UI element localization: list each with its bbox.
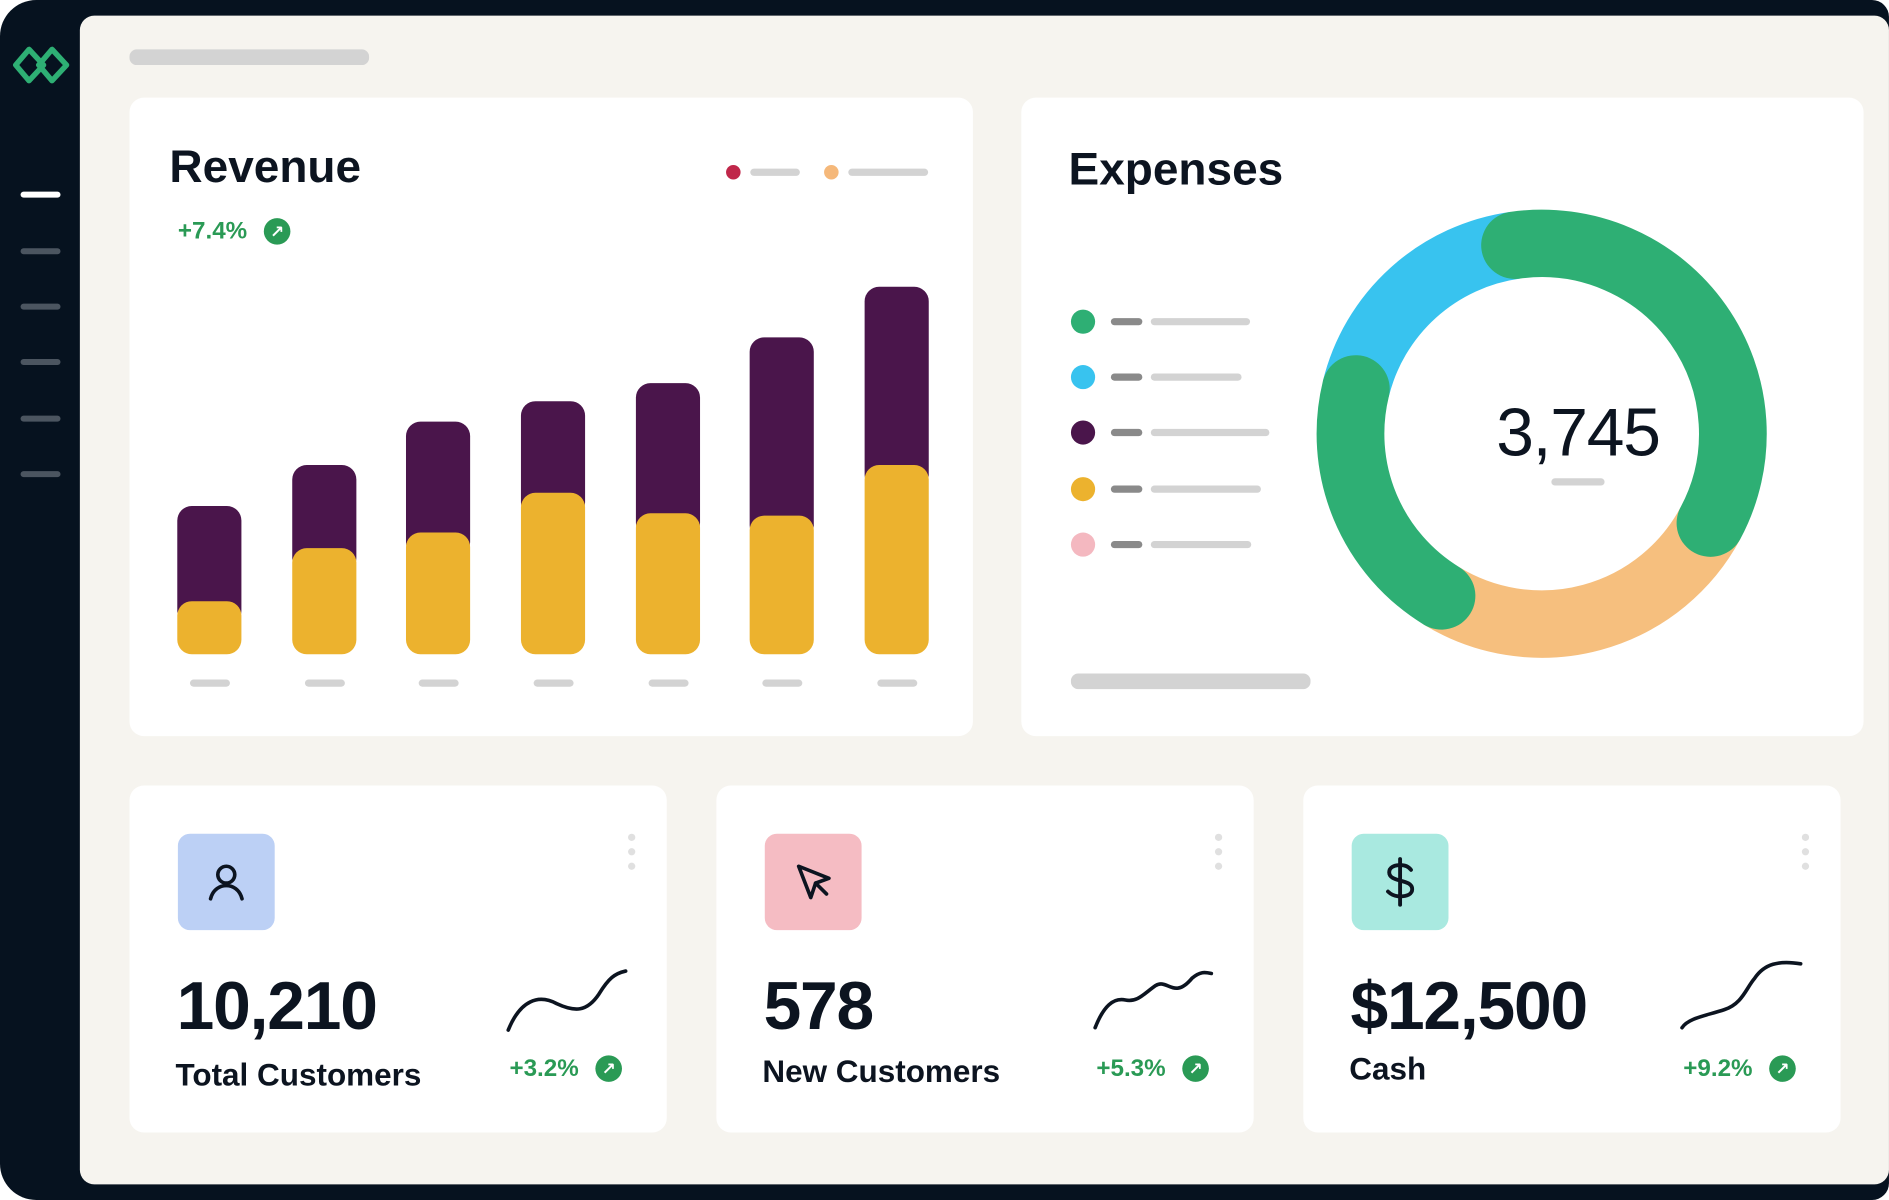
legend-value: [1110, 540, 1143, 549]
bar-segment-1: [405, 532, 471, 655]
legend-dot: [1070, 365, 1096, 390]
legend-value: [1110, 373, 1143, 381]
expenses-total-caption: [1551, 478, 1605, 486]
donut-segment-3: [1316, 355, 1476, 630]
x-tick-label: [189, 679, 230, 687]
bar-segment-2: [292, 465, 357, 573]
legend-label: [1150, 485, 1261, 493]
x-tick-label: [648, 679, 689, 687]
legend-dot: [1070, 477, 1096, 502]
donut-segment-2: [1423, 506, 1741, 658]
legend-label: [1150, 318, 1251, 326]
legend-label: [1150, 373, 1242, 381]
bar-segment-2: [405, 421, 471, 557]
expenses-donut-chart: [1316, 209, 1767, 658]
kebab-menu-icon[interactable]: [628, 833, 636, 841]
kpi-value: 578: [763, 967, 875, 1044]
x-tick-label: [762, 679, 803, 687]
bar-segment-1: [292, 548, 357, 655]
expenses-footer-placeholder: [1070, 673, 1311, 690]
bar-segment-2: [864, 286, 929, 490]
legend-value: [1110, 428, 1143, 437]
arrow-up-right-icon: ↗: [263, 218, 291, 245]
kpi-label: Total Customers: [175, 1056, 422, 1093]
legend-dot: [1070, 309, 1096, 334]
kpi-change: +9.2%: [1683, 1055, 1753, 1082]
kpi-value: $12,500: [1350, 967, 1588, 1044]
kpi-change: +3.2%: [509, 1055, 579, 1082]
kebab-dot: [628, 848, 636, 856]
user-icon: [177, 833, 275, 931]
kebab-dot: [1214, 862, 1223, 870]
revenue-title: Revenue: [169, 142, 362, 193]
kpi-label: Cash: [1349, 1050, 1427, 1087]
x-tick-label: [877, 679, 918, 687]
sidebar-item-3[interactable]: [20, 303, 61, 310]
legend-value: [1110, 485, 1143, 493]
legend-label-1: [750, 168, 800, 176]
sidebar-item-1[interactable]: [20, 191, 61, 198]
kebab-menu-icon[interactable]: [1214, 833, 1223, 841]
legend-dot: [1070, 532, 1096, 557]
logo-icon[interactable]: [12, 45, 70, 86]
kebab-dot: [1801, 848, 1810, 856]
kebab-dot: [1214, 848, 1223, 856]
x-tick-label: [304, 679, 345, 687]
bar-segment-2: [635, 383, 701, 538]
legend-dot: [1070, 420, 1096, 445]
sidebar-item-2[interactable]: [20, 248, 61, 255]
legend-label: [1150, 428, 1270, 437]
bar-segment-2: [520, 401, 586, 517]
arrow-up-right-icon: ↗: [1182, 1055, 1209, 1082]
kpi-label: New Customers: [762, 1052, 1001, 1090]
bar-segment-1: [635, 513, 701, 655]
bar-segment-1: [177, 601, 242, 655]
legend-label-2: [848, 168, 929, 176]
expenses-title: Expenses: [1068, 144, 1284, 196]
bar-segment-1: [749, 515, 814, 655]
page-title-placeholder: [129, 49, 370, 66]
sidebar-item-6[interactable]: [20, 471, 61, 478]
kpi-value: 10,210: [176, 967, 378, 1044]
sidebar-item-5[interactable]: [20, 415, 61, 422]
kebab-menu-icon[interactable]: [1801, 833, 1810, 841]
sidebar-item-4[interactable]: [20, 359, 61, 366]
legend-value: [1110, 318, 1143, 326]
kebab-dot: [628, 862, 636, 870]
bar-segment-2: [749, 337, 814, 540]
arrow-up-right-icon: ↗: [1769, 1055, 1796, 1082]
expenses-total: 3,745: [1496, 393, 1661, 470]
x-tick-label: [533, 679, 574, 687]
legend-dot-2: [824, 165, 839, 180]
donut-segment-1: [1481, 209, 1767, 557]
bar-segment-1: [864, 465, 929, 655]
legend-dot-1: [726, 165, 741, 180]
kebab-dot: [1801, 862, 1810, 870]
arrow-up-right-icon: ↗: [595, 1055, 622, 1082]
x-tick-label: [418, 679, 459, 687]
dollar-icon: [1351, 833, 1449, 931]
bar-segment-2: [177, 506, 242, 626]
kpi-change: +5.3%: [1096, 1055, 1166, 1082]
legend-label: [1150, 540, 1252, 549]
bar-segment-1: [520, 492, 586, 655]
cursor-icon: [764, 833, 862, 931]
revenue-change: +7.4%: [177, 218, 248, 245]
